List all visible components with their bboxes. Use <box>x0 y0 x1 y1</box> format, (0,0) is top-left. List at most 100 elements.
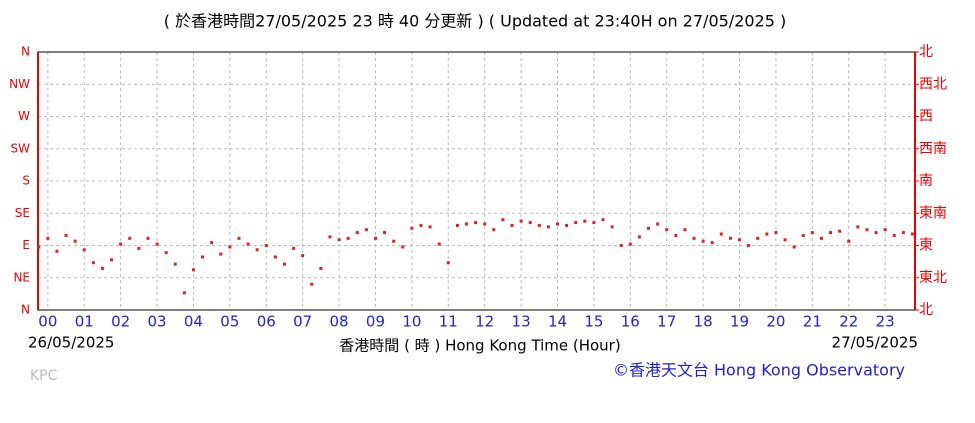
x-tick-label: 06 <box>257 313 276 331</box>
point <box>501 218 505 222</box>
point <box>601 218 605 222</box>
y2-tick-label: 東 <box>919 238 933 254</box>
point <box>492 228 496 232</box>
point <box>619 244 623 247</box>
y2-tick-label: 東南 <box>919 205 947 221</box>
point <box>128 236 132 240</box>
point <box>410 226 414 230</box>
point <box>464 222 468 226</box>
x-tick-label: 21 <box>803 313 822 331</box>
point <box>683 228 687 232</box>
y2-tick-label: 東北 <box>919 270 947 286</box>
point <box>428 225 432 229</box>
chart-title: ( 於香港時間27/05/2025 23 時 40 分更新 ) ( Update… <box>164 12 787 31</box>
x-tick-label: 07 <box>293 313 312 331</box>
point <box>337 238 341 242</box>
point <box>528 221 532 225</box>
station: KPC <box>30 368 58 384</box>
point <box>738 238 742 242</box>
point <box>829 231 833 235</box>
point <box>856 225 860 229</box>
y-tick-label: NE <box>13 270 30 284</box>
point <box>565 223 569 227</box>
y2-tick-label: 北 <box>919 302 933 318</box>
point <box>874 231 878 235</box>
point <box>255 248 259 252</box>
x-tick-label: 10 <box>402 313 421 331</box>
point <box>155 242 159 246</box>
end-date: 27/05/2025 <box>832 334 918 352</box>
point <box>310 282 314 286</box>
point <box>847 239 851 243</box>
point <box>610 225 614 229</box>
y-tick-label: E <box>22 238 30 252</box>
point <box>892 233 896 237</box>
x-tick-label: 13 <box>512 313 531 331</box>
point <box>137 246 141 250</box>
point <box>901 231 905 235</box>
point <box>765 232 769 236</box>
point <box>910 232 914 236</box>
y2-tick-label: 西北 <box>919 76 947 92</box>
point <box>182 291 186 295</box>
point <box>201 255 205 259</box>
x-tick-label: 04 <box>184 313 203 331</box>
x-tick-label: 19 <box>730 313 749 331</box>
y-tick-label: N <box>21 45 30 59</box>
x-tick-label: 16 <box>621 313 640 331</box>
credit: ©香港天文台 Hong Kong Observatory <box>613 361 905 380</box>
point <box>355 231 359 235</box>
x-tick-label: 12 <box>475 313 494 331</box>
x-axis-label: 香港時間 ( 時 ) Hong Kong Time (Hour) <box>339 337 620 355</box>
point <box>574 221 578 225</box>
point <box>756 236 760 240</box>
point <box>883 228 887 232</box>
point <box>328 235 332 239</box>
point <box>637 235 641 239</box>
x-tick-label: 22 <box>839 313 858 331</box>
point <box>164 251 168 255</box>
point <box>401 245 405 249</box>
y2-tick-label: 西南 <box>919 141 947 157</box>
point <box>446 261 450 265</box>
point <box>474 221 478 225</box>
point <box>346 236 350 240</box>
point <box>838 229 842 233</box>
y-tick-label: S <box>22 174 30 188</box>
x-tick-label: 01 <box>75 313 94 331</box>
point <box>282 262 286 266</box>
y-tick-label: SW <box>11 141 31 155</box>
point <box>519 219 523 223</box>
y-tick-label: NW <box>9 77 30 91</box>
point <box>73 239 77 243</box>
point <box>110 258 114 262</box>
point <box>228 245 232 249</box>
point <box>246 242 250 246</box>
x-tick-label: 11 <box>439 313 458 331</box>
point <box>173 262 177 266</box>
point <box>647 226 651 230</box>
point <box>592 221 596 225</box>
point <box>37 245 41 249</box>
point <box>865 228 869 232</box>
point <box>801 233 805 237</box>
x-tick-label: 05 <box>220 313 239 331</box>
point <box>191 268 195 272</box>
point <box>364 228 368 232</box>
point <box>292 246 296 250</box>
point <box>46 236 50 240</box>
point <box>82 248 86 252</box>
y2-tick-label: 北 <box>919 44 933 60</box>
point <box>510 223 514 227</box>
y-tick-label: N <box>21 303 30 317</box>
x-tick-label: 20 <box>766 313 785 331</box>
point <box>692 236 696 240</box>
point <box>100 266 104 270</box>
point <box>719 232 723 236</box>
point <box>273 255 277 259</box>
point <box>819 236 823 240</box>
point <box>64 233 68 237</box>
point <box>91 261 95 265</box>
